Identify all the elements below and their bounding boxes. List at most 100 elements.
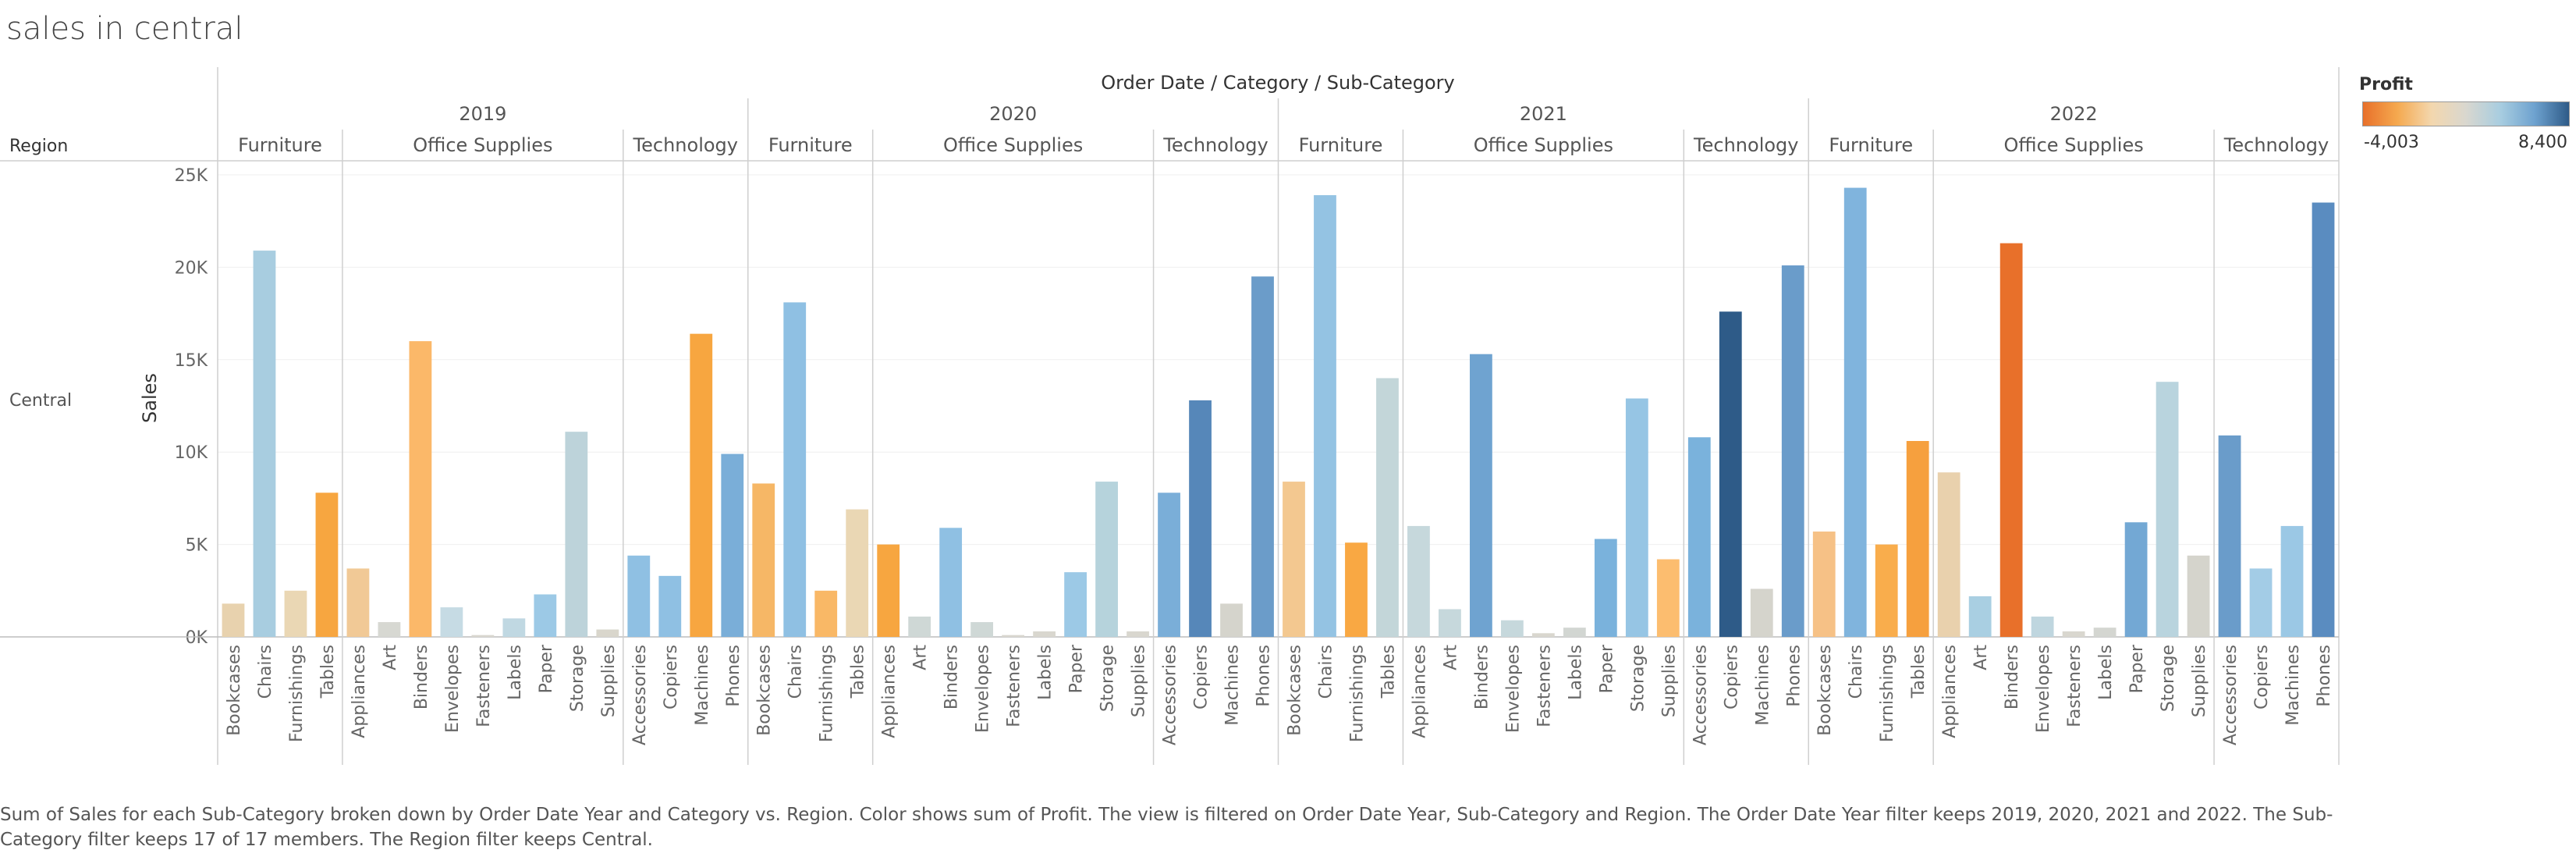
bar <box>1563 628 1586 637</box>
bar <box>690 333 713 637</box>
bar <box>1937 472 1960 637</box>
category-header-label: Office Supplies <box>413 134 552 156</box>
bar <box>346 568 370 637</box>
x-tick-label: Art <box>381 645 400 670</box>
category-header-label: Furniture <box>1299 134 1383 156</box>
x-tick-label: Binders <box>2003 645 2022 709</box>
x-tick-label: Labels <box>506 645 525 700</box>
year-header-label: 2021 <box>1520 103 1567 125</box>
bar-chart: 0K 5K 10K 15K 20K 25K Order Date / Category / … <box>0 67 2340 765</box>
bar <box>939 528 963 637</box>
x-tick-label: Envelopes <box>2034 645 2053 733</box>
bar <box>222 603 245 637</box>
x-tick-label: Furnishings <box>287 645 307 742</box>
x-tick-label: Furnishings <box>1878 645 1897 742</box>
x-tick-label: Machines <box>693 645 712 726</box>
bar <box>721 453 744 637</box>
x-tick-label: Fasteners <box>1005 645 1024 727</box>
x-tick-label: Chairs <box>1847 645 1866 699</box>
x-tick-label: Tables <box>1909 645 1928 699</box>
bar <box>1625 398 1648 637</box>
bar <box>1781 265 1804 637</box>
bar <box>565 432 588 637</box>
bar <box>2156 382 2179 637</box>
legend-min-label: -4,003 <box>2364 133 2419 152</box>
x-tick-label: Paper <box>2127 644 2147 693</box>
category-header-label: Technology <box>633 134 738 156</box>
x-tick-label: Phones <box>724 645 743 707</box>
x-tick-label: Storage <box>568 645 587 712</box>
bar <box>1314 195 1336 638</box>
x-tick-label: Fasteners <box>2065 645 2085 727</box>
y-tick-label: 0K <box>186 628 208 648</box>
bar <box>2124 522 2148 637</box>
x-tick-label: Copiers <box>1192 645 1212 709</box>
x-tick-label: Bookcases <box>1285 645 1304 736</box>
bar <box>1500 620 1524 637</box>
category-header-label: Furniture <box>1829 134 1913 156</box>
x-tick-label: Phones <box>1784 645 1804 707</box>
x-tick-label: Storage <box>1098 645 1118 712</box>
bar <box>970 622 994 637</box>
x-tick-label: Labels <box>2096 645 2116 700</box>
bar <box>1594 539 1617 637</box>
bar <box>2062 631 2085 637</box>
bar <box>1843 187 1867 638</box>
x-tick-label: Tables <box>318 645 338 699</box>
bar <box>1812 532 1836 637</box>
x-tick-label: Chairs <box>1316 645 1336 699</box>
bar <box>1189 400 1212 637</box>
x-tick-label: Bookcases <box>755 645 775 736</box>
x-tick-label: Envelopes <box>974 645 993 733</box>
x-tick-label: Appliances <box>1410 645 1429 738</box>
bar <box>1345 542 1368 637</box>
bar <box>1033 631 1056 637</box>
x-tick-label: Chairs <box>256 645 275 699</box>
x-tick-label: Appliances <box>1940 645 1960 738</box>
bar <box>1064 572 1087 637</box>
bar <box>1470 354 1492 637</box>
legend-title: Profit <box>2359 75 2413 94</box>
x-tick-label: Binders <box>942 645 962 709</box>
bar <box>409 341 432 637</box>
x-tick-label: Art <box>911 645 931 670</box>
x-tick-label: Supplies <box>2190 645 2209 717</box>
x-tick-label: Tables <box>849 645 868 699</box>
category-header-label: Furniture <box>238 134 322 156</box>
x-tick-label: Paper <box>1067 644 1087 693</box>
bar <box>1407 525 1430 637</box>
bar <box>440 607 463 637</box>
x-tick-label: Fasteners <box>474 645 494 727</box>
legend-max-label: 8,400 <box>2518 133 2567 152</box>
x-tick-label: Storage <box>1628 645 1648 712</box>
y-tick-label: 15K <box>175 351 208 371</box>
category-header-label: Furniture <box>768 134 853 156</box>
x-tick-label: Furnishings <box>1347 645 1367 742</box>
x-tick-label: Machines <box>1223 645 1243 726</box>
x-tick-label: Supplies <box>599 645 619 717</box>
bar <box>1906 440 1929 637</box>
year-header-label: 2022 <box>2050 103 2098 125</box>
x-tick-label: Accessories <box>1691 645 1710 745</box>
x-tick-label: Envelopes <box>1503 645 1523 733</box>
x-tick-label: Labels <box>1036 645 1056 700</box>
x-tick-label: Envelopes <box>443 645 463 733</box>
x-tick-label: Copiers <box>2252 645 2272 709</box>
bar <box>1002 635 1025 637</box>
x-tick-label: Supplies <box>1659 645 1679 717</box>
bar <box>253 251 276 637</box>
bar <box>783 302 807 637</box>
bar <box>2312 202 2335 637</box>
x-tick-label: Supplies <box>1130 645 1149 717</box>
row-header-title: Region <box>9 137 68 156</box>
x-tick-label: Copiers <box>662 645 681 709</box>
x-tick-label: Paper <box>1597 644 1616 693</box>
bar <box>378 622 401 637</box>
x-tick-label: Machines <box>1753 645 1772 726</box>
x-tick-label: Phones <box>1254 645 1274 707</box>
bar <box>2093 628 2117 637</box>
x-tick-label: Bookcases <box>225 645 244 736</box>
y-tick-label: 25K <box>175 166 208 186</box>
x-tick-label: Bookcases <box>1815 645 1835 736</box>
bar <box>1875 544 1898 637</box>
